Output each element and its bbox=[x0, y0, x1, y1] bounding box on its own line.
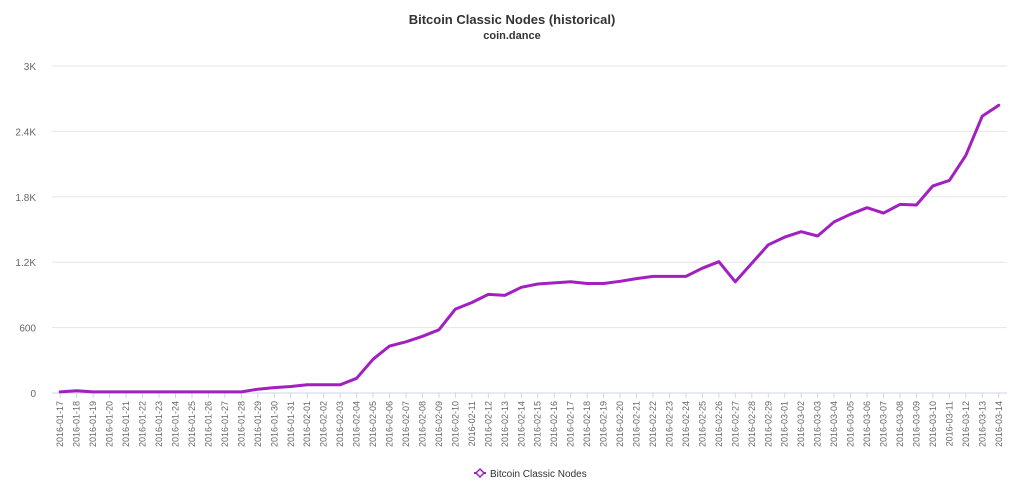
x-tick-label: 2016-03-04 bbox=[829, 401, 839, 447]
series-line bbox=[58, 103, 1001, 394]
x-tick-label: 2016-03-12 bbox=[961, 401, 971, 447]
legend-label: Bitcoin Classic Nodes bbox=[490, 469, 587, 480]
x-tick-label: 2016-02-18 bbox=[582, 401, 592, 447]
x-tick-label: 2016-02-26 bbox=[714, 401, 724, 447]
x-tick-label: 2016-03-11 bbox=[944, 401, 954, 446]
x-tick-label: 2016-02-15 bbox=[533, 401, 543, 447]
x-tick-label: 2016-01-21 bbox=[121, 401, 131, 447]
x-tick-label: 2016-02-16 bbox=[549, 401, 559, 447]
y-tick-label: 1.2K bbox=[15, 258, 36, 269]
x-tick-label: 2016-03-10 bbox=[928, 401, 938, 447]
gridlines bbox=[52, 65, 1007, 394]
x-tick-label: 2016-02-20 bbox=[615, 401, 625, 447]
x-tick-label: 2016-02-25 bbox=[697, 401, 707, 447]
x-tick-label: 2016-03-05 bbox=[846, 401, 856, 447]
y-axis-tick-labels: 0 600 1.2K 1.8K 2.4K 3K bbox=[15, 62, 36, 400]
x-tick-label: 2016-02-10 bbox=[450, 401, 460, 447]
chart-subtitle: coin.dance bbox=[483, 30, 541, 42]
chart-title: Bitcoin Classic Nodes (historical) bbox=[408, 12, 616, 27]
x-tick-label: 2016-02-07 bbox=[401, 401, 411, 447]
x-tick-label: 2016-03-08 bbox=[895, 401, 905, 447]
x-axis-tick-labels: 2016-01-17 2016-01-18 2016-01-19 2016-01-20… bbox=[55, 393, 1004, 447]
x-tick-label: 2016-02-04 bbox=[352, 401, 362, 447]
x-tick-label: 2016-03-01 bbox=[780, 401, 790, 447]
x-tick-label: 2016-03-02 bbox=[796, 401, 806, 447]
x-tick-label: 2016-02-02 bbox=[319, 401, 329, 447]
x-tick-label: 2016-02-03 bbox=[335, 401, 345, 447]
legend[interactable]: Bitcoin Classic Nodes bbox=[474, 467, 587, 480]
x-tick-label: 2016-02-29 bbox=[763, 401, 773, 447]
x-tick-label: 2016-03-14 bbox=[994, 401, 1004, 447]
x-tick-label: 2016-02-21 bbox=[632, 401, 642, 447]
x-tick-label: 2016-02-14 bbox=[516, 401, 526, 447]
x-tick-label: 2016-01-25 bbox=[187, 401, 197, 447]
x-tick-label: 2016-01-23 bbox=[154, 401, 164, 447]
y-tick-label: 1.8K bbox=[15, 193, 36, 204]
series-lines bbox=[58, 103, 1001, 394]
x-tick-label: 2016-02-27 bbox=[730, 401, 740, 447]
x-tick-label: 2016-01-19 bbox=[88, 401, 98, 447]
x-tick-label: 2016-02-06 bbox=[385, 401, 395, 447]
x-tick-label: 2016-02-12 bbox=[483, 401, 493, 447]
x-tick-label: 2016-01-17 bbox=[55, 401, 65, 447]
x-tick-label: 2016-02-19 bbox=[599, 401, 609, 447]
x-tick-label: 2016-01-27 bbox=[220, 401, 230, 447]
x-tick-label: 2016-03-13 bbox=[977, 401, 987, 447]
x-tick-label: 2016-02-13 bbox=[500, 401, 510, 447]
x-tick-label: 2016-02-22 bbox=[648, 401, 658, 447]
x-tick-label: 2016-01-30 bbox=[269, 401, 279, 447]
x-tick-label: 2016-02-09 bbox=[434, 401, 444, 447]
legend-diamond-icon bbox=[474, 467, 486, 479]
x-tick-label: 2016-01-22 bbox=[138, 401, 148, 447]
x-tick-label: 2016-03-03 bbox=[813, 401, 823, 447]
x-tick-label: 2016-01-29 bbox=[253, 401, 263, 447]
x-tick-label: 2016-02-23 bbox=[664, 401, 674, 447]
x-tick-label: 2016-01-18 bbox=[72, 401, 82, 447]
y-tick-label: 0 bbox=[30, 389, 36, 400]
x-tick-label: 2016-02-05 bbox=[368, 401, 378, 447]
x-tick-label: 2016-02-01 bbox=[302, 401, 312, 447]
x-tick-label: 2016-02-11 bbox=[467, 401, 477, 446]
y-tick-label: 600 bbox=[19, 324, 36, 335]
legend-item[interactable]: Bitcoin Classic Nodes bbox=[474, 467, 587, 480]
x-tick-label: 2016-01-31 bbox=[286, 401, 296, 447]
x-tick-label: 2016-02-24 bbox=[681, 401, 691, 447]
x-tick-label: 2016-01-24 bbox=[170, 401, 180, 447]
x-tick-label: 2016-01-28 bbox=[236, 401, 246, 447]
x-tick-label: 2016-01-20 bbox=[105, 401, 115, 447]
y-tick-label: 2.4K bbox=[15, 127, 36, 138]
x-tick-label: 2016-03-06 bbox=[862, 401, 872, 447]
x-tick-label: 2016-03-07 bbox=[879, 401, 889, 447]
x-tick-label: 2016-02-28 bbox=[747, 401, 757, 447]
x-tick-label: 2016-01-26 bbox=[203, 401, 213, 447]
x-tick-label: 2016-03-09 bbox=[911, 401, 921, 447]
x-tick-label: 2016-02-17 bbox=[566, 401, 576, 447]
y-tick-label: 3K bbox=[24, 62, 37, 73]
x-tick-label: 2016-02-08 bbox=[417, 401, 427, 447]
